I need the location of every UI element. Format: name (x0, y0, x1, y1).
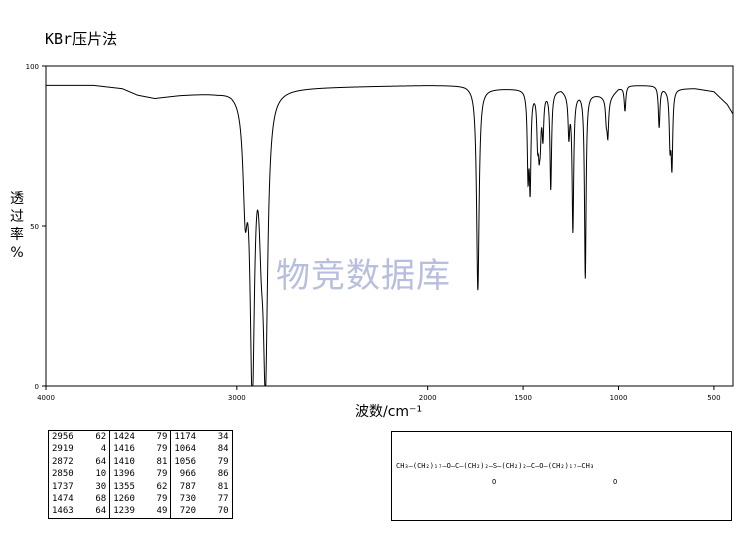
peak-table-cell: 720 70 (170, 505, 233, 519)
x-tick-label: 1000 (610, 394, 628, 402)
peak-table-cell: 1410 81 (109, 455, 172, 469)
y-axis-label-char: 率 (10, 227, 24, 243)
watermark: 物竞数据库 (276, 256, 451, 296)
y-axis-label-char: 过 (10, 209, 24, 225)
peak-table-row: 2850 10 1396 79 966 86 (47, 468, 233, 481)
peak-table-cell: 1396 79 (109, 468, 172, 481)
peak-table-row: 2919 4 1416 79 1064 84 (47, 443, 233, 456)
peak-table-cell: 1064 84 (170, 443, 233, 456)
y-axis-label-char: 透 (10, 191, 24, 207)
peak-table-cell: 1424 79 (109, 430, 172, 444)
y-axis-label-char: % (10, 245, 24, 261)
peak-table-body: 2956 62 1424 79 1174 34 2919 4 1416 79 1064 8… (47, 430, 233, 519)
peak-table-row: 1474 68 1260 79 730 77 (47, 493, 233, 506)
peak-table-cell: 1239 49 (109, 505, 172, 519)
peak-table-cell: 1416 79 (109, 443, 172, 456)
y-tick-label: 0 (35, 383, 39, 391)
x-tick-label: 1500 (514, 394, 532, 402)
y-tick-label: 100 (26, 63, 39, 71)
peak-table-row: 1737 30 1355 62 787 81 (47, 480, 233, 494)
structure-formula: CH₃—(CH₂)₁₇—O—C—(CH₂)₂—S—(CH₂)₂—C—O—(CH₂… (396, 462, 595, 470)
peak-table-cell: 2850 10 (47, 468, 111, 481)
chart-title: KBr压片法 (45, 30, 118, 48)
peak-table-cell: 2919 4 (47, 443, 111, 456)
peak-table-row: 2956 62 1424 79 1174 34 (47, 430, 233, 444)
peak-table-cell: 2956 62 (47, 430, 111, 444)
carbonyl-oxygen-left: O (492, 478, 497, 486)
carbonyl-oxygen-right: O (613, 478, 618, 486)
peak-table-cell: 1463 64 (47, 505, 111, 519)
peak-table-cell: 1737 30 (47, 480, 111, 494)
axes: 4000 3000 2000 1500 1000 500 0 50 100 (26, 63, 721, 402)
peak-table-cell: 787 81 (170, 480, 233, 494)
peak-table-cell: 966 86 (170, 468, 233, 481)
peak-table-cell: 730 77 (170, 493, 233, 506)
y-axis-label: 透 过 率 % (8, 190, 26, 262)
x-axis-label: 波数/cm⁻¹ (355, 404, 423, 420)
peak-table-cell: 1474 68 (47, 493, 111, 506)
x-tick-label: 4000 (37, 394, 55, 402)
peak-table-row: 1463 64 1239 49 720 70 (47, 505, 233, 519)
plot-frame (45, 65, 734, 387)
y-tick-label: 50 (30, 223, 39, 231)
peak-table: 2956 62 1424 79 1174 34 2919 4 1416 79 1064 8… (47, 430, 233, 519)
peak-table-cell: 2872 64 (47, 455, 111, 469)
x-tick-label: 500 (707, 394, 720, 402)
peak-table-cell: 1355 62 (109, 480, 172, 494)
peak-table-cell: 1260 79 (109, 493, 172, 506)
peak-table-row: 2872 64 1410 81 1056 79 (47, 455, 233, 469)
spectrum-line (46, 84, 734, 387)
x-tick-label: 2000 (419, 394, 437, 402)
x-tick-label: 3000 (228, 394, 246, 402)
ir-spectrum-chart: 4000 3000 2000 1500 1000 500 0 50 100 (26, 63, 734, 402)
peak-table-cell: 1174 34 (170, 430, 233, 444)
peak-table-cell: 1056 79 (170, 455, 233, 469)
structure-box: CH₃—(CH₂)₁₇—O—C—(CH₂)₂—S—(CH₂)₂—C—O—(CH₂… (391, 431, 732, 521)
